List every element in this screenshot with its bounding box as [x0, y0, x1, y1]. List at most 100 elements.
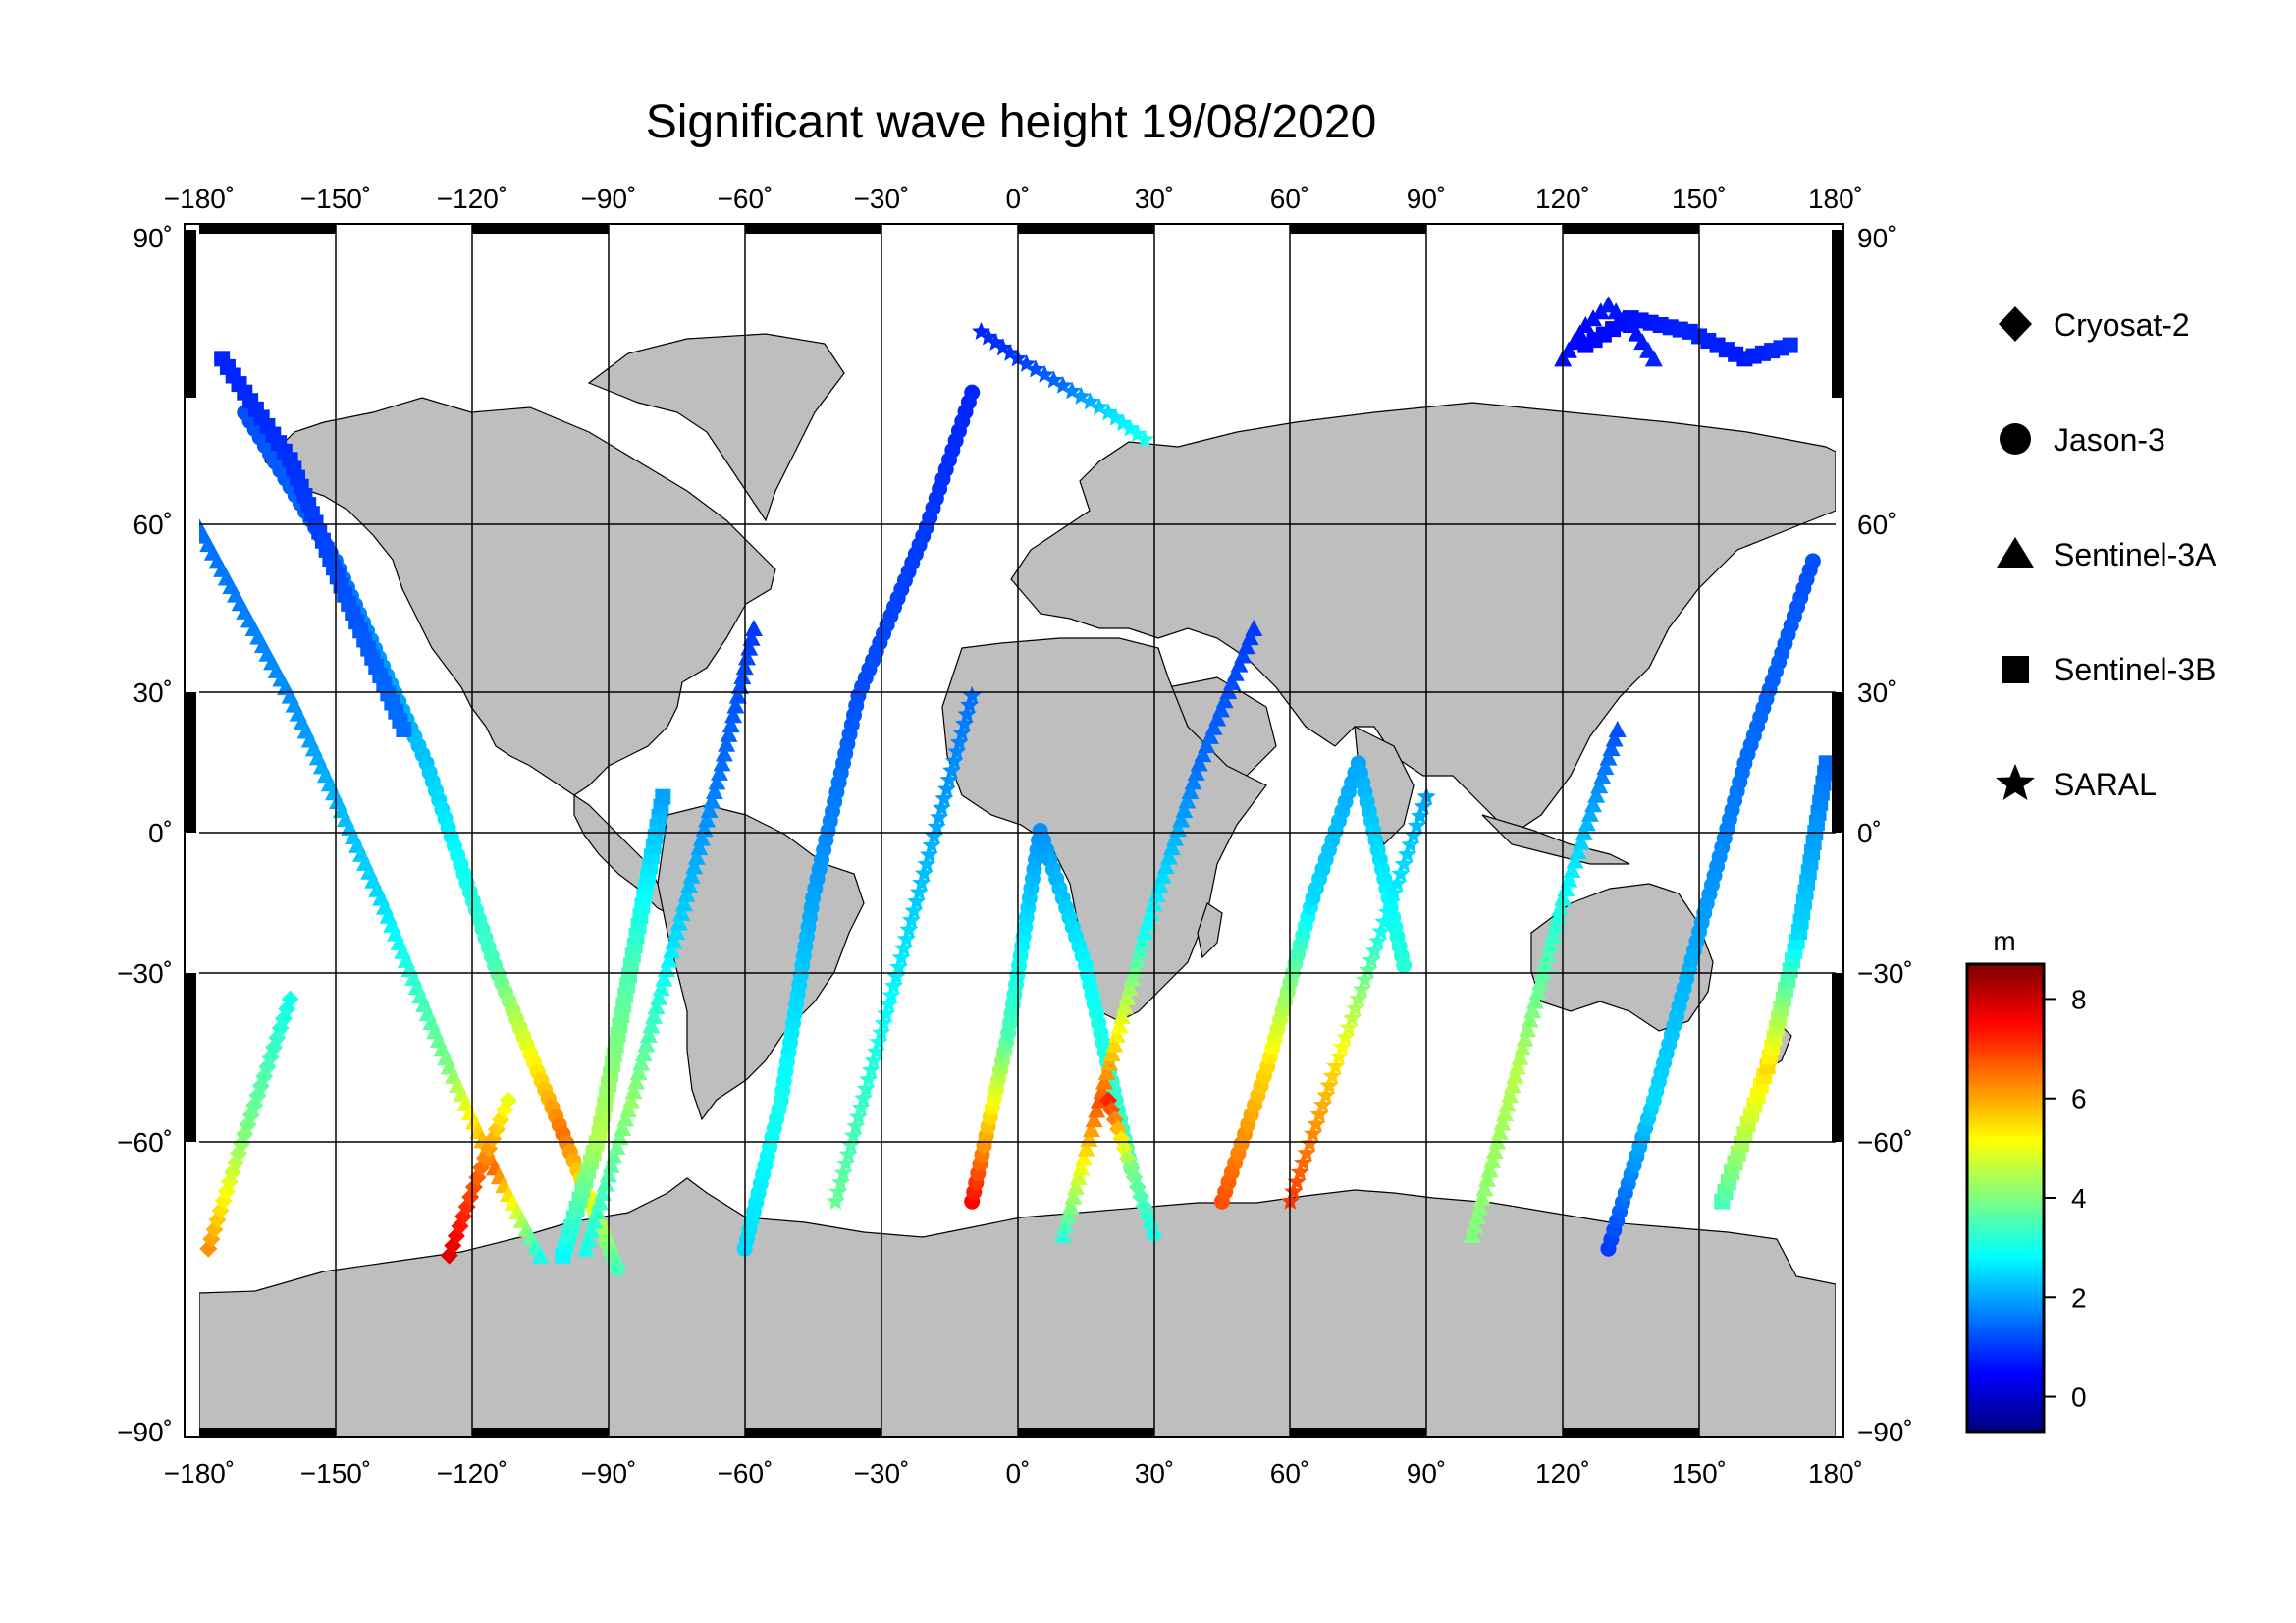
track-point	[674, 894, 693, 912]
chart-title: Significant wave height 19/08/2020	[646, 96, 1377, 148]
legend-label: Sentinel-3B	[2054, 652, 2216, 687]
lon-tick-labels-top: −180˚ −150˚ −120˚ −90˚ −60˚ −30˚ 0˚ 30˚ …	[164, 184, 1863, 214]
track-point	[874, 1013, 893, 1032]
track-point	[1107, 1025, 1126, 1043]
lat-tick-label: 60˚	[1857, 510, 1896, 540]
lat-tick-label: −60˚	[117, 1127, 173, 1158]
track-point	[1599, 748, 1618, 766]
track-point	[1391, 864, 1411, 883]
track-point	[1511, 1048, 1529, 1065]
track-point	[682, 866, 701, 884]
track-point	[1128, 950, 1147, 968]
track-point	[708, 773, 726, 790]
legend: Cryosat-2 Jason-3 Sentinel-3A Sentinel-3…	[1996, 306, 2216, 802]
track-point	[841, 1135, 861, 1154]
track-point	[1230, 655, 1249, 673]
track-point	[930, 807, 949, 826]
track-point	[1139, 913, 1157, 931]
legend-label: SARAL	[2054, 767, 2157, 802]
track-point	[1644, 350, 1663, 367]
track-point	[1404, 825, 1423, 843]
track-point	[710, 763, 728, 781]
track-point	[1135, 429, 1154, 448]
track-point	[1396, 957, 1413, 974]
track-point	[1234, 646, 1253, 664]
track-point	[663, 942, 681, 959]
lat-tick-label: −90˚	[117, 1417, 173, 1447]
track-point	[1162, 839, 1181, 856]
track-point	[705, 782, 723, 799]
track-point	[1593, 767, 1612, 784]
lon-tick-label: −120˚	[437, 1458, 507, 1488]
track-point	[579, 1230, 598, 1248]
track-point	[886, 966, 906, 985]
track-point	[1571, 324, 1589, 342]
track-point	[879, 995, 898, 1013]
track-point	[1485, 1142, 1504, 1160]
track-point	[1495, 1105, 1514, 1122]
track-point	[1172, 810, 1191, 828]
track-point	[531, 1246, 550, 1264]
colorbar-tick-label: 6	[2071, 1084, 2087, 1114]
track-point	[1118, 988, 1137, 1005]
map-border	[184, 223, 1844, 1438]
lat-tick-labels-left: 90˚ 60˚ 30˚ 0˚ −30˚ −60˚ −90˚	[117, 223, 173, 1447]
track-point	[1069, 1168, 1088, 1186]
lon-tick-label: −120˚	[437, 184, 507, 214]
lon-tick-label: −150˚	[300, 184, 371, 214]
lat-tick-label: −30˚	[117, 958, 173, 989]
track-point	[639, 1025, 658, 1043]
frame-top-segment	[1018, 224, 1154, 234]
track-point	[1466, 1217, 1484, 1234]
track-point	[952, 723, 972, 741]
track-point	[624, 1082, 643, 1100]
lon-tick-labels-bottom: −180˚ −150˚ −120˚ −90˚ −60˚ −30˚ 0˚ 30˚ …	[164, 1458, 1863, 1488]
colorbar-ticks: 0 2 4 6 8	[2044, 984, 2087, 1413]
track-point	[650, 988, 668, 1005]
lat-tick-label: 60˚	[133, 510, 173, 540]
track-point	[608, 1137, 626, 1155]
track-point	[843, 1125, 863, 1144]
track-point	[1536, 954, 1555, 972]
track-point	[715, 744, 733, 762]
track-point	[866, 1042, 885, 1060]
track-point	[1153, 866, 1172, 884]
track-point	[859, 1069, 879, 1088]
track-point	[1782, 337, 1798, 353]
track-point	[1064, 1187, 1083, 1205]
frame-right-segment	[1832, 230, 1843, 398]
lat-tick-label: 30˚	[1857, 677, 1896, 708]
track-point	[828, 1182, 848, 1201]
track-point	[720, 725, 738, 742]
track-point	[1543, 926, 1562, 944]
track-point	[1501, 1085, 1520, 1103]
track-point	[947, 741, 967, 760]
track-point	[836, 1154, 856, 1172]
frame-right-segment	[1832, 692, 1843, 833]
track-point	[1364, 941, 1384, 959]
track-point	[848, 1107, 868, 1125]
track-point	[1563, 861, 1581, 879]
track-point	[1488, 1132, 1507, 1150]
track-point	[1490, 1123, 1509, 1141]
colorbar: m 0 2 4 6 8	[1965, 926, 2087, 1434]
legend-label: Jason-3	[2054, 422, 2165, 458]
track-point	[614, 1118, 632, 1136]
frame-bottom-segment	[199, 1428, 336, 1437]
track-point	[957, 704, 977, 723]
track-point	[667, 923, 686, 940]
track-point	[1105, 1035, 1124, 1053]
track-point	[883, 976, 903, 995]
track-point	[685, 857, 704, 875]
track-point	[960, 695, 980, 714]
lon-tick-label: 180˚	[1808, 1458, 1863, 1488]
track-point	[1201, 727, 1219, 744]
track-point	[1605, 730, 1624, 747]
track-point	[1514, 1039, 1532, 1056]
track-point	[1159, 847, 1178, 865]
track-point	[1378, 902, 1398, 921]
track-point	[1128, 424, 1148, 443]
track-point	[894, 939, 914, 957]
track-point	[680, 876, 699, 893]
track-point	[833, 1163, 853, 1182]
